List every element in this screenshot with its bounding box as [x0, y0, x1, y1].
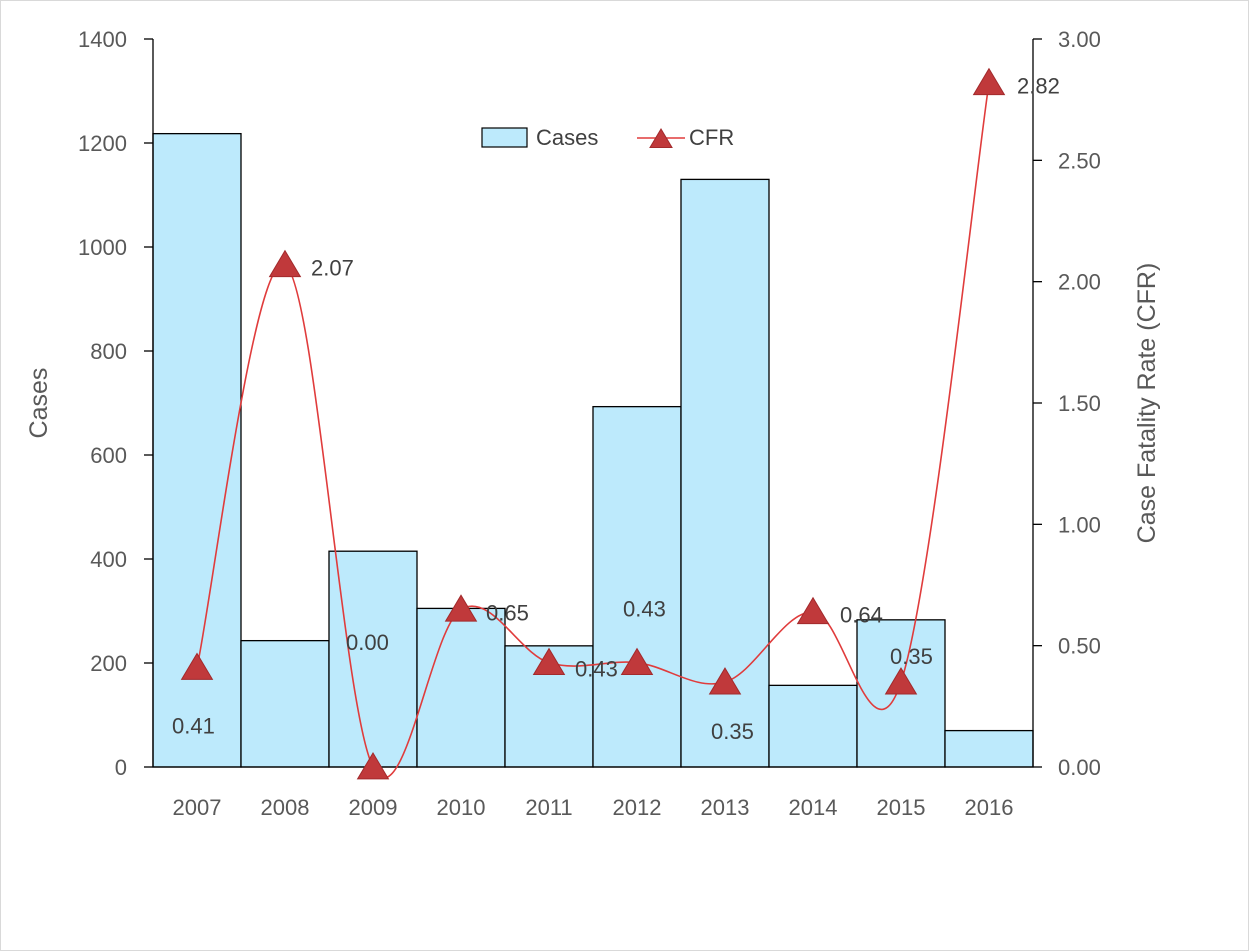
y-axis-title: Cases [25, 368, 53, 439]
cfr-data-label: 0.65 [486, 600, 529, 625]
y-tick-label: 400 [90, 547, 127, 572]
axes-layer: 0 200 400 600 800 1000 1200 1400 0.00 0.50 1.00 1.5… [78, 27, 1101, 820]
x-tick-label: 2013 [701, 795, 750, 820]
cfr-data-label: 0.00 [346, 630, 389, 655]
cfr-marker-2016 [972, 67, 1006, 96]
cfr-marker-2007 [180, 652, 214, 680]
cfr-data-label: 0.43 [575, 657, 618, 682]
y2-tick-label: 0.00 [1058, 755, 1101, 780]
cfr-data-label: 2.07 [311, 256, 354, 281]
cfr-marker-2011 [532, 647, 566, 676]
cfr-line-layer [180, 67, 1006, 780]
cfr-marker-2010 [444, 594, 478, 622]
bar-2009 [328, 550, 418, 768]
cfr-marker-2013 [708, 667, 742, 695]
y2-tick-label: 3.00 [1058, 27, 1101, 52]
cfr-marker-2012 [620, 647, 654, 676]
bar-2012 [592, 405, 682, 768]
cfr-marker-2014 [796, 596, 830, 625]
y-tick-label: 800 [90, 339, 127, 364]
x-tick-label: 2012 [613, 795, 662, 820]
cfr-data-label: 2.82 [1017, 74, 1060, 99]
x-tick-label: 2009 [349, 795, 398, 820]
legend: Cases CFR [481, 125, 734, 150]
x-tick-label: 2008 [261, 795, 310, 820]
cfr-data-label: 0.43 [623, 597, 666, 622]
y2-tick-label: 1.50 [1058, 391, 1101, 416]
legend-label-cases: Cases [536, 125, 598, 150]
cfr-marker-2008 [268, 249, 302, 278]
y2-tick-label: 0.50 [1058, 634, 1101, 659]
cfr-marker-2015 [884, 667, 918, 695]
x-tick-label: 2015 [877, 795, 926, 820]
legend-label-cfr: CFR [689, 125, 734, 150]
y-tick-label: 0 [115, 755, 127, 780]
x-tick-label: 2011 [525, 795, 572, 820]
x-tick-label: 2007 [173, 795, 222, 820]
x-tick-label: 2010 [437, 795, 486, 820]
y-tick-label: 200 [90, 651, 127, 676]
x-tick-label: 2016 [965, 795, 1014, 820]
legend-swatch-cases [481, 127, 528, 148]
y-tick-label: 1200 [78, 131, 127, 156]
cfr-data-label: 0.35 [890, 644, 933, 669]
bar-2014 [768, 684, 858, 768]
cfr-data-label: 0.64 [840, 603, 883, 628]
legend-swatch-cfr-marker [649, 128, 673, 148]
x-tick-label: 2014 [789, 795, 838, 820]
y2-tick-label: 2.50 [1058, 148, 1101, 173]
bar-2010 [416, 607, 506, 768]
data-labels-layer: 0.41 2.07 0.00 0.65 0.43 0.43 0.35 0.64 0.35 2.82 [172, 74, 1060, 744]
bar-2016 [944, 729, 1034, 768]
y-tick-label: 1400 [78, 27, 127, 52]
cfr-data-label: 0.41 [172, 714, 215, 739]
bar-2008 [240, 639, 330, 768]
y-tick-label: 1000 [78, 235, 127, 260]
y2-tick-label: 1.00 [1058, 512, 1101, 537]
cfr-data-label: 0.35 [711, 719, 754, 744]
cfr-marker-2009 [356, 752, 390, 780]
y2-tick-label: 2.00 [1058, 270, 1101, 295]
y-tick-label: 600 [90, 443, 127, 468]
y2-axis-title: Case Fatality Rate (CFR) [1133, 263, 1161, 544]
